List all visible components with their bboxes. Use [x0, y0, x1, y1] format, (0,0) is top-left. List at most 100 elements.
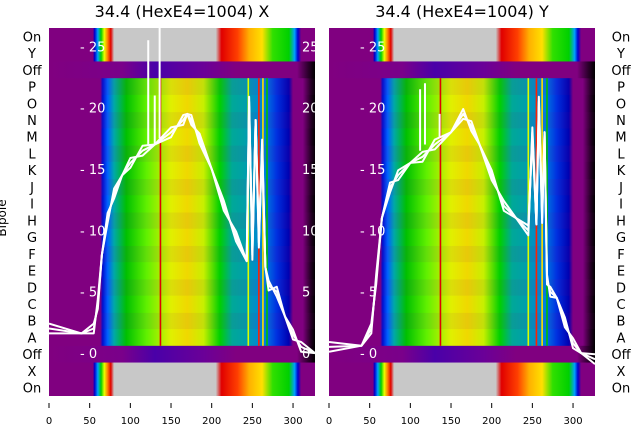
row-label: Off — [611, 348, 631, 363]
overlay-line-profile — [49, 100, 315, 355]
row-label: J — [29, 181, 34, 196]
row-label: N — [27, 114, 37, 129]
row-label: On — [612, 30, 630, 45]
heatmap-row-off — [49, 345, 315, 364]
row-label: O — [27, 97, 37, 112]
heatmap-row-a — [49, 329, 315, 347]
overlay-tick-label-right: 25 — [302, 40, 319, 55]
heatmap-row-y — [329, 44, 595, 62]
panel-title-x: 34.4 (HexE4=1004) X — [95, 2, 270, 21]
row-label: H — [616, 214, 626, 229]
heatmap-row-y — [49, 44, 315, 62]
row-label: B — [617, 315, 626, 330]
row-label: K — [617, 164, 626, 179]
x-tick-label: 300 — [563, 416, 582, 427]
heatmap-row-p — [329, 78, 595, 96]
row-label: N — [616, 114, 626, 129]
x-tick-label: 100 — [121, 416, 140, 427]
row-label: D — [616, 281, 626, 296]
row-label: I — [619, 198, 623, 213]
heatmap-row-e — [49, 262, 315, 280]
overlay-tick-label: - 5 — [80, 286, 97, 301]
x-tick-label: 250 — [243, 416, 262, 427]
x-tick-label: 250 — [523, 416, 542, 427]
overlay-tick-label: - 15 — [360, 163, 385, 178]
row-label: Off — [22, 64, 42, 79]
overlay-tick-label-right: 0 — [302, 347, 310, 362]
heatmap-row-i — [329, 195, 595, 213]
row-label: F — [617, 248, 624, 263]
row-label: F — [28, 248, 35, 263]
heatmap-streak — [266, 78, 268, 346]
heatmap-row-f — [329, 245, 595, 263]
row-label: P — [28, 81, 36, 96]
overlay-tick-label: - 25 — [360, 40, 385, 55]
x-tick-label: 150 — [161, 416, 180, 427]
panel-title-y: 34.4 (HexE4=1004) Y — [375, 2, 549, 21]
panel-y: - 0 - 5 - 10 - 15 - 20 - 25 On Y Off PONMLKJIHGFE… — [326, 28, 632, 427]
heatmap-row-j — [329, 178, 595, 196]
heatmap-row-l — [49, 145, 315, 163]
row-label: Y — [616, 47, 625, 62]
overlay-tick-label-right: 10 — [302, 224, 319, 239]
row-label: L — [617, 147, 625, 162]
heatmap-streak — [439, 78, 442, 346]
overlay-tick-label-right: 15 — [302, 163, 319, 178]
row-label: C — [616, 298, 625, 313]
row-label: M — [615, 131, 626, 146]
overlay-tick-label: - 0 — [80, 347, 97, 362]
overlay-tick-label-right: 5 — [302, 286, 310, 301]
overlay-tick-label: - 25 — [80, 40, 105, 55]
x-tick-label: 200 — [482, 416, 501, 427]
overlay-tick-label: - 5 — [360, 286, 377, 301]
row-label: X — [28, 365, 37, 380]
row-label: A — [617, 331, 626, 346]
row-label: Off — [22, 348, 42, 363]
heatmap-row-e — [329, 262, 595, 280]
heatmap-row-l — [329, 145, 595, 163]
overlay-tick-label: - 10 — [80, 224, 105, 239]
overlay-tick-label: - 20 — [80, 102, 105, 117]
overlay-tick-label: - 15 — [80, 163, 105, 178]
heatmap-row-x — [329, 362, 595, 380]
heatmap-row-f — [49, 245, 315, 263]
row-label: On — [612, 382, 630, 397]
row-label: A — [28, 331, 37, 346]
heatmap-row-i — [49, 195, 315, 213]
x-tick-label: 150 — [441, 416, 460, 427]
panel-x: - 0 0- 5 5- 10 10- 15 15- 20 20- 25 25OnYOffPO… — [22, 28, 319, 427]
row-label: L — [28, 147, 36, 162]
x-tick-label: 100 — [401, 416, 420, 427]
overlay-line-profile — [329, 95, 595, 356]
overlay-tick-label: - 0 — [360, 347, 377, 362]
row-label: Off — [611, 64, 631, 79]
row-label: X — [617, 365, 626, 380]
heatmap-row-x — [49, 362, 315, 380]
y-axis-label: Bipole — [0, 199, 9, 236]
heatmap-row-j — [49, 178, 315, 196]
row-label: E — [617, 265, 625, 280]
row-label: C — [27, 298, 36, 313]
row-label: D — [27, 281, 37, 296]
row-label: G — [27, 231, 37, 246]
row-label: I — [30, 198, 34, 213]
overlay-line-profile — [49, 95, 315, 355]
heatmap-row-on — [329, 379, 595, 396]
row-label: K — [28, 164, 37, 179]
overlay-tick-label: - 20 — [360, 102, 385, 117]
x-tick-label: 200 — [202, 416, 221, 427]
row-label: O — [616, 97, 626, 112]
heatmap-row-m — [329, 128, 595, 146]
row-label: Y — [27, 47, 36, 62]
x-tick-label: 0 — [46, 416, 52, 427]
heatmap-streak — [546, 78, 548, 346]
heatmap-row-off — [49, 61, 315, 79]
row-label: H — [27, 214, 37, 229]
heatmap-row-on — [49, 379, 315, 396]
row-label: On — [23, 382, 41, 397]
heatmap-streak — [159, 78, 162, 346]
row-label: On — [23, 30, 41, 45]
overlay-tick-label: - 10 — [360, 224, 385, 239]
overlay-tick-label-right: 20 — [302, 102, 319, 117]
